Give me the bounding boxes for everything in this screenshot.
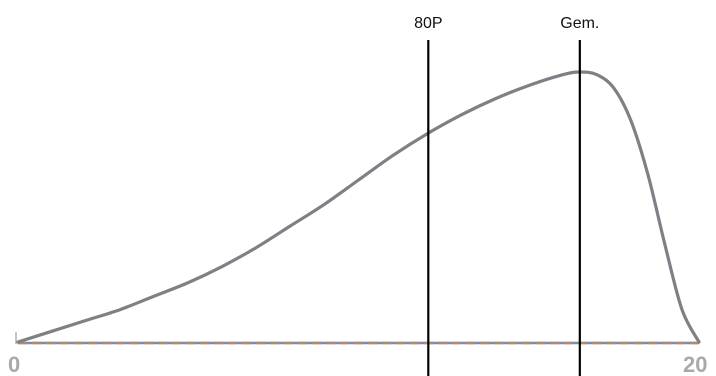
density-curve <box>16 70 701 344</box>
marker-label-1: Gem. <box>560 15 599 32</box>
x-tick-label-min: 0 <box>8 352 20 376</box>
x-tick-label-max: 20 <box>683 352 707 376</box>
marker-label-0: 80P <box>414 15 442 32</box>
marker-group: 80P Gem. <box>414 15 599 376</box>
plot-area: 80P Gem. <box>15 15 701 376</box>
